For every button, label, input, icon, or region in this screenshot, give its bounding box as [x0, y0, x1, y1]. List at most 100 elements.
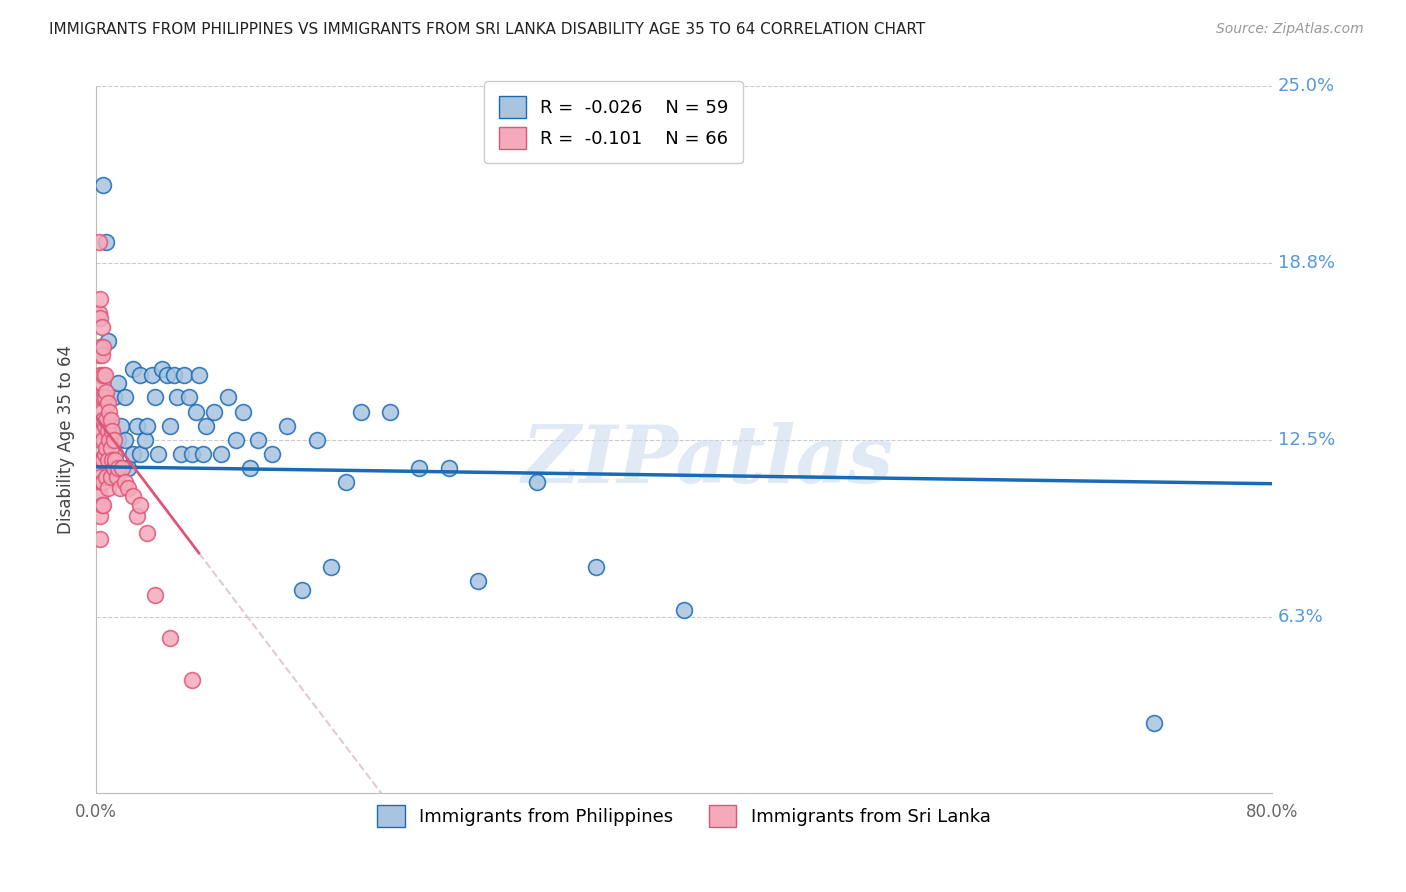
Point — [121, 447, 143, 461]
Point — [155, 368, 177, 382]
Point — [100, 418, 122, 433]
Point — [89, 532, 111, 546]
Point — [100, 442, 122, 456]
Point — [90, 498, 112, 512]
Point — [96, 384, 118, 399]
Point — [163, 368, 186, 382]
Point — [110, 418, 132, 433]
Point — [90, 319, 112, 334]
Point — [100, 413, 122, 427]
Point — [90, 348, 112, 362]
Text: Source: ZipAtlas.com: Source: ZipAtlas.com — [1216, 22, 1364, 37]
Point — [97, 452, 120, 467]
Point — [177, 391, 200, 405]
Point — [94, 418, 117, 433]
Point — [276, 418, 298, 433]
Point — [232, 404, 254, 418]
Point — [89, 391, 111, 405]
Point — [89, 413, 111, 427]
Point — [98, 404, 121, 418]
Point — [143, 589, 166, 603]
Point — [129, 368, 152, 382]
Point — [93, 452, 115, 467]
Point — [129, 498, 152, 512]
Point — [90, 404, 112, 418]
Point — [89, 509, 111, 524]
Point — [107, 461, 129, 475]
Point — [94, 368, 117, 382]
Legend: Immigrants from Philippines, Immigrants from Sri Lanka: Immigrants from Philippines, Immigrants … — [370, 797, 998, 834]
Point — [89, 452, 111, 467]
Text: 18.8%: 18.8% — [1278, 254, 1334, 272]
Point — [378, 404, 401, 418]
Point — [89, 469, 111, 483]
Text: 12.5%: 12.5% — [1278, 431, 1336, 449]
Point — [96, 469, 118, 483]
Point — [127, 418, 149, 433]
Text: 6.3%: 6.3% — [1278, 607, 1323, 625]
Point — [89, 311, 111, 326]
Point — [93, 498, 115, 512]
Point — [101, 452, 124, 467]
Point — [239, 461, 262, 475]
Point — [97, 481, 120, 495]
Point — [180, 673, 202, 688]
Point — [136, 418, 159, 433]
Text: ZIPatlas: ZIPatlas — [522, 422, 894, 500]
Point — [114, 475, 136, 490]
Point — [93, 178, 115, 193]
Point — [104, 447, 127, 461]
Point — [121, 362, 143, 376]
Point — [107, 376, 129, 391]
Point — [96, 413, 118, 427]
Point — [117, 461, 139, 475]
Point — [159, 631, 181, 645]
Point — [195, 418, 218, 433]
Point — [121, 490, 143, 504]
Point — [111, 461, 134, 475]
Point — [97, 334, 120, 348]
Point — [136, 526, 159, 541]
Point — [89, 433, 111, 447]
Point — [87, 306, 110, 320]
Point — [202, 404, 225, 418]
Point — [335, 475, 357, 490]
Point — [150, 362, 173, 376]
Point — [187, 368, 209, 382]
Point — [114, 391, 136, 405]
Point — [117, 481, 139, 495]
Point — [89, 490, 111, 504]
Point — [146, 447, 169, 461]
Point — [246, 433, 269, 447]
Point — [180, 447, 202, 461]
Point — [321, 560, 343, 574]
Point — [1143, 715, 1166, 730]
Point — [87, 348, 110, 362]
Point — [90, 452, 112, 467]
Point — [209, 447, 232, 461]
Point — [111, 461, 134, 475]
Point — [349, 404, 371, 418]
Point — [96, 235, 118, 249]
Point — [103, 461, 125, 475]
Point — [100, 469, 122, 483]
Point — [585, 560, 607, 574]
Point — [87, 235, 110, 249]
Point — [100, 433, 122, 447]
Point — [93, 413, 115, 427]
Point — [673, 602, 696, 616]
Point — [98, 433, 121, 447]
Point — [262, 447, 284, 461]
Point — [93, 340, 115, 354]
Point — [225, 433, 247, 447]
Point — [143, 391, 166, 405]
Point — [93, 391, 115, 405]
Point — [94, 391, 117, 405]
Point — [184, 404, 207, 418]
Point — [305, 433, 328, 447]
Text: IMMIGRANTS FROM PHILIPPINES VS IMMIGRANTS FROM SRI LANKA DISABILITY AGE 35 TO 64: IMMIGRANTS FROM PHILIPPINES VS IMMIGRANT… — [49, 22, 925, 37]
Point — [94, 447, 117, 461]
Point — [90, 425, 112, 439]
Point — [134, 433, 156, 447]
Point — [105, 469, 128, 483]
